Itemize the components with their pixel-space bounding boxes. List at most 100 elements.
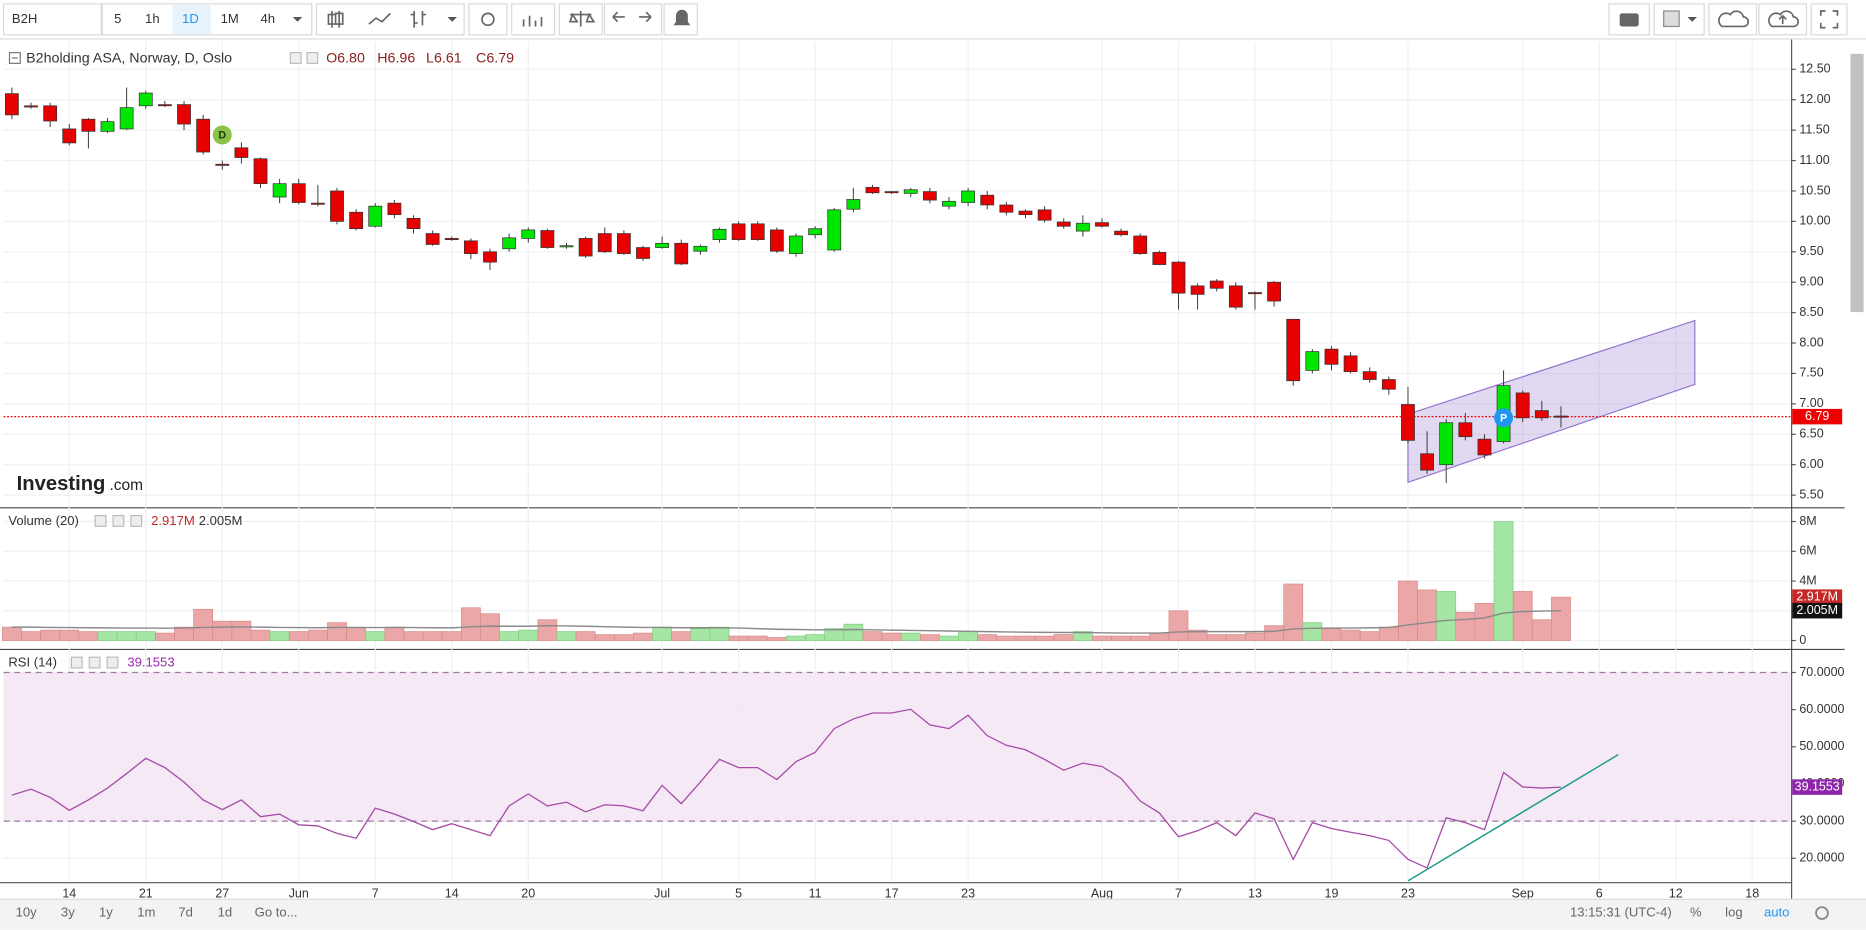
range-button[interactable]: 7d xyxy=(178,905,193,920)
volume-bar xyxy=(1015,635,1036,641)
y-tick-label: 11.50 xyxy=(1799,122,1829,136)
dropdown-arrow[interactable] xyxy=(1687,16,1698,22)
dropdown-arrow[interactable] xyxy=(292,16,303,22)
volume-bar xyxy=(40,629,61,641)
legend-icon[interactable] xyxy=(88,656,101,669)
dropdown-arrow[interactable] xyxy=(447,16,457,22)
volume-bar xyxy=(21,631,41,641)
event-marker-label: D xyxy=(218,129,226,141)
auto-toggle[interactable]: auto xyxy=(1764,905,1789,920)
candle-body xyxy=(884,191,899,194)
layout-button[interactable] xyxy=(1653,3,1705,36)
settings-button[interactable] xyxy=(468,3,508,36)
volume-bar xyxy=(594,634,615,641)
y-tick-label: 6M xyxy=(1799,544,1816,558)
interval-button[interactable]: 1D xyxy=(182,11,199,26)
interval-button[interactable]: 4h xyxy=(260,11,275,26)
redo-icon[interactable] xyxy=(639,11,652,23)
candle-body xyxy=(387,202,402,216)
range-button[interactable]: Go to... xyxy=(255,905,298,920)
volume-bar xyxy=(1111,635,1131,641)
y-tick-label: 9.50 xyxy=(1799,244,1823,258)
legend-icon[interactable] xyxy=(106,656,119,669)
candle-body xyxy=(368,205,383,227)
volume-bar xyxy=(1264,625,1284,641)
candle-body xyxy=(1267,281,1281,302)
volume-bar xyxy=(135,631,156,641)
event-marker[interactable] xyxy=(212,125,232,145)
range-button[interactable]: 1d xyxy=(218,905,233,920)
volume-bar xyxy=(1531,619,1552,641)
undo-icon[interactable] xyxy=(612,11,625,23)
volume-bar xyxy=(786,635,806,641)
y-tick-label: 50.0000 xyxy=(1799,739,1844,753)
rsi-last-label-box xyxy=(1792,779,1843,795)
volume-ma-label: 2.005M xyxy=(1796,603,1838,617)
volume-bar xyxy=(1225,634,1246,641)
range-button[interactable]: 10y xyxy=(16,905,38,920)
volume-bar xyxy=(1436,591,1457,641)
x-tick-label: 5 xyxy=(735,886,742,900)
volume-ma-value: 2.005M xyxy=(199,513,243,528)
fullscreen-button[interactable] xyxy=(1810,3,1848,36)
candle-icon[interactable] xyxy=(327,10,344,28)
interval-button[interactable]: 5 xyxy=(114,11,121,26)
volume-bar xyxy=(556,631,577,641)
candle-body xyxy=(1439,422,1454,466)
interval-button[interactable]: 1h xyxy=(145,11,160,26)
symbol-input[interactable] xyxy=(2,3,102,36)
indicators-button[interactable] xyxy=(511,3,556,36)
volume-bar xyxy=(174,626,194,641)
candle-body xyxy=(1114,230,1129,236)
y-tick-label: 20.0000 xyxy=(1799,851,1844,865)
rsi-trendline xyxy=(1407,753,1619,882)
y-tick-label: 4M xyxy=(1799,573,1816,587)
candle-body xyxy=(43,105,58,122)
x-tick-label: 12 xyxy=(1669,886,1683,900)
last-price-label: 6.79 xyxy=(1805,409,1829,423)
undo-redo[interactable] xyxy=(603,3,663,36)
x-tick-label: 11 xyxy=(809,886,822,900)
y-tick-label: 8M xyxy=(1799,514,1816,528)
settings-icon[interactable] xyxy=(1815,906,1829,920)
range-button[interactable]: 1y xyxy=(99,905,113,920)
load-button[interactable] xyxy=(1708,3,1758,36)
volume-bar xyxy=(1034,635,1055,641)
volume-bar xyxy=(384,626,405,641)
compare-icon xyxy=(568,10,596,27)
candle-body xyxy=(138,92,153,107)
log-toggle[interactable]: log xyxy=(1725,905,1742,920)
volume-bar xyxy=(900,632,921,641)
x-tick-label: Aug xyxy=(1091,886,1113,900)
alert-icon xyxy=(673,9,691,26)
symbol[interactable]: B2H xyxy=(12,11,37,26)
event-marker[interactable] xyxy=(1494,408,1514,428)
candle-body xyxy=(502,237,517,250)
legend-icon[interactable] xyxy=(289,52,302,64)
scrollbar[interactable] xyxy=(1850,53,1864,313)
legend-icon[interactable] xyxy=(94,514,107,527)
legend-icon[interactable] xyxy=(306,52,319,64)
legend-icon[interactable] xyxy=(112,514,125,527)
candle-body xyxy=(616,233,631,254)
volume-bar xyxy=(881,632,902,641)
rsi-title: RSI (14) xyxy=(8,655,57,670)
volume-value: 2.917M xyxy=(151,513,195,528)
legend-icon[interactable] xyxy=(70,656,83,669)
y-tick-label: 8.50 xyxy=(1799,305,1823,319)
candle-body xyxy=(234,147,249,158)
percent-toggle[interactable]: % xyxy=(1690,905,1702,920)
legend-icon[interactable] xyxy=(130,514,143,527)
candle-body xyxy=(789,235,803,254)
candle-body xyxy=(1228,285,1243,308)
bar-icon[interactable] xyxy=(410,10,427,28)
range-button[interactable]: 1m xyxy=(137,905,155,920)
interval-button[interactable]: 1M xyxy=(221,11,239,26)
line-icon[interactable] xyxy=(368,12,391,25)
volume-bar xyxy=(365,631,386,641)
candle-body xyxy=(1075,222,1090,232)
candle-body xyxy=(731,223,746,240)
range-button[interactable]: 3y xyxy=(61,905,75,920)
volume-bar xyxy=(958,631,978,641)
candle-body xyxy=(961,190,976,203)
